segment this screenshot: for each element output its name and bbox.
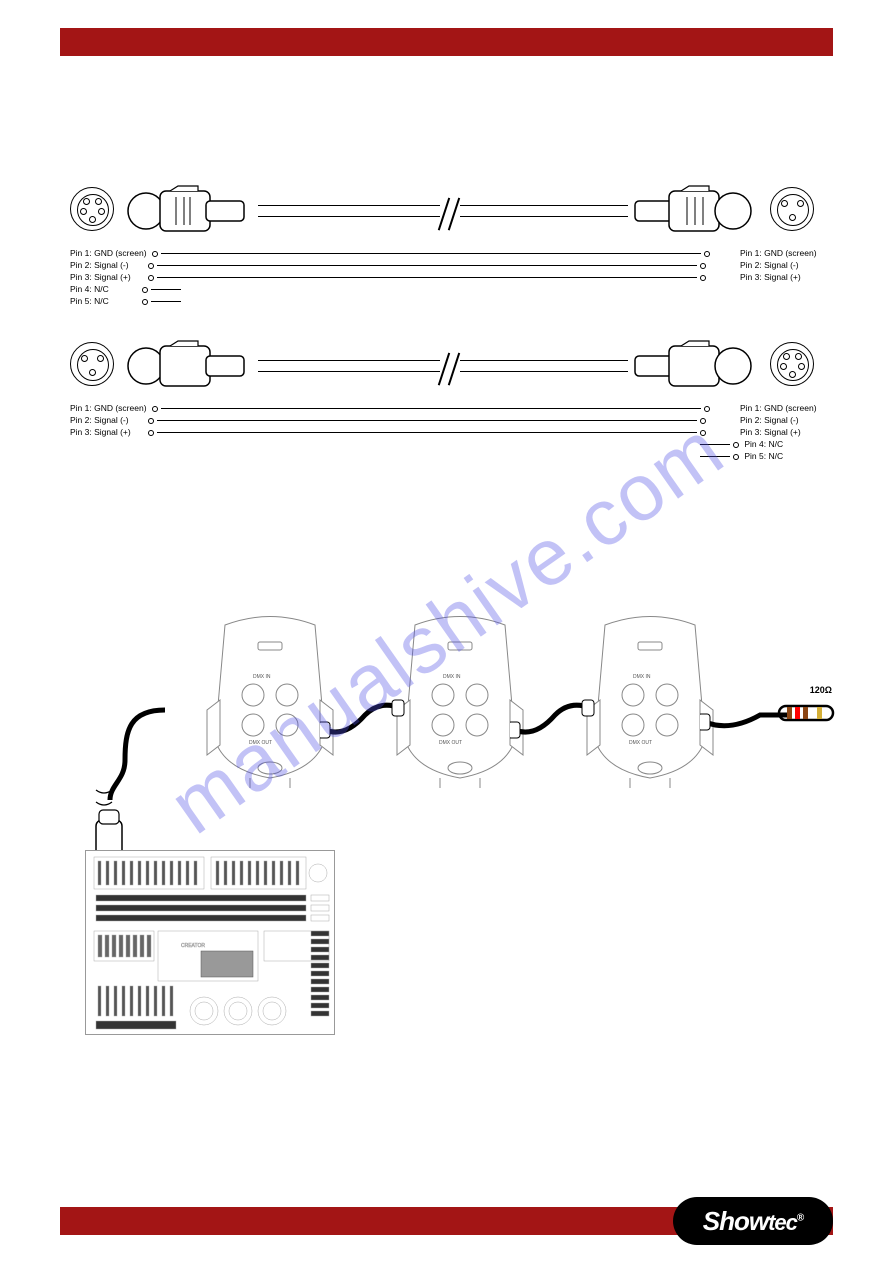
input-cable-icon bbox=[90, 690, 180, 870]
svg-text:DMX IN: DMX IN bbox=[443, 674, 461, 680]
xlr-5pin-face-icon bbox=[770, 342, 814, 386]
xlr-5pin-face-icon bbox=[70, 187, 114, 231]
svg-text:DMX OUT: DMX OUT bbox=[629, 740, 652, 746]
xlr-male-body-icon bbox=[625, 183, 755, 239]
cable-break-icon bbox=[440, 197, 460, 227]
dmx-controller-icon: CREATOR bbox=[85, 850, 335, 1035]
logo-brand: Show bbox=[703, 1206, 768, 1236]
logo-suffix: tec bbox=[768, 1210, 797, 1235]
resistor-icon bbox=[777, 698, 835, 726]
xlr-3pin-face-icon bbox=[770, 187, 814, 231]
svg-text:DMX IN: DMX IN bbox=[253, 674, 271, 680]
pin-labels-left: Pin 1: GND (screen) Pin 2: Signal (-) Pi… bbox=[70, 402, 713, 438]
dmx-chain-diagram: DMX IN DMX OUT DMX IN DMX OUT bbox=[100, 600, 830, 850]
cable-diagram-5to3: Pin 1: GND (screen) Pin 2: Signal (-) Pi… bbox=[70, 175, 830, 255]
svg-text:DMX IN: DMX IN bbox=[633, 674, 651, 680]
xlr-female-body-icon bbox=[126, 338, 256, 394]
xlr-3pin-face-icon bbox=[70, 342, 114, 386]
link-cable-icon bbox=[510, 690, 600, 750]
xlr-male-body-icon bbox=[625, 338, 755, 394]
pin-labels-right: Pin 1: GND (screen) Pin 2: Signal (-) Pi… bbox=[740, 247, 817, 283]
link-cable-icon bbox=[320, 690, 410, 750]
terminator-label: 120Ω bbox=[810, 685, 832, 695]
cable-diagram-3to5: Pin 1: GND (screen) Pin 2: Signal (-) Pi… bbox=[70, 330, 830, 410]
cable-break-icon bbox=[440, 352, 460, 382]
brand-logo: Showtec® bbox=[673, 1197, 833, 1245]
svg-text:CREATOR: CREATOR bbox=[181, 943, 205, 949]
logo-reg: ® bbox=[797, 1212, 803, 1223]
pin-labels-right: Pin 1: GND (screen) Pin 2: Signal (-) Pi… bbox=[740, 402, 817, 462]
svg-text:DMX OUT: DMX OUT bbox=[439, 740, 462, 746]
pin-labels-left: Pin 1: GND (screen) Pin 2: Signal (-) Pi… bbox=[70, 247, 713, 307]
xlr-female-body-icon bbox=[126, 183, 256, 239]
svg-text:DMX OUT: DMX OUT bbox=[249, 740, 272, 746]
header-bar bbox=[60, 28, 833, 56]
